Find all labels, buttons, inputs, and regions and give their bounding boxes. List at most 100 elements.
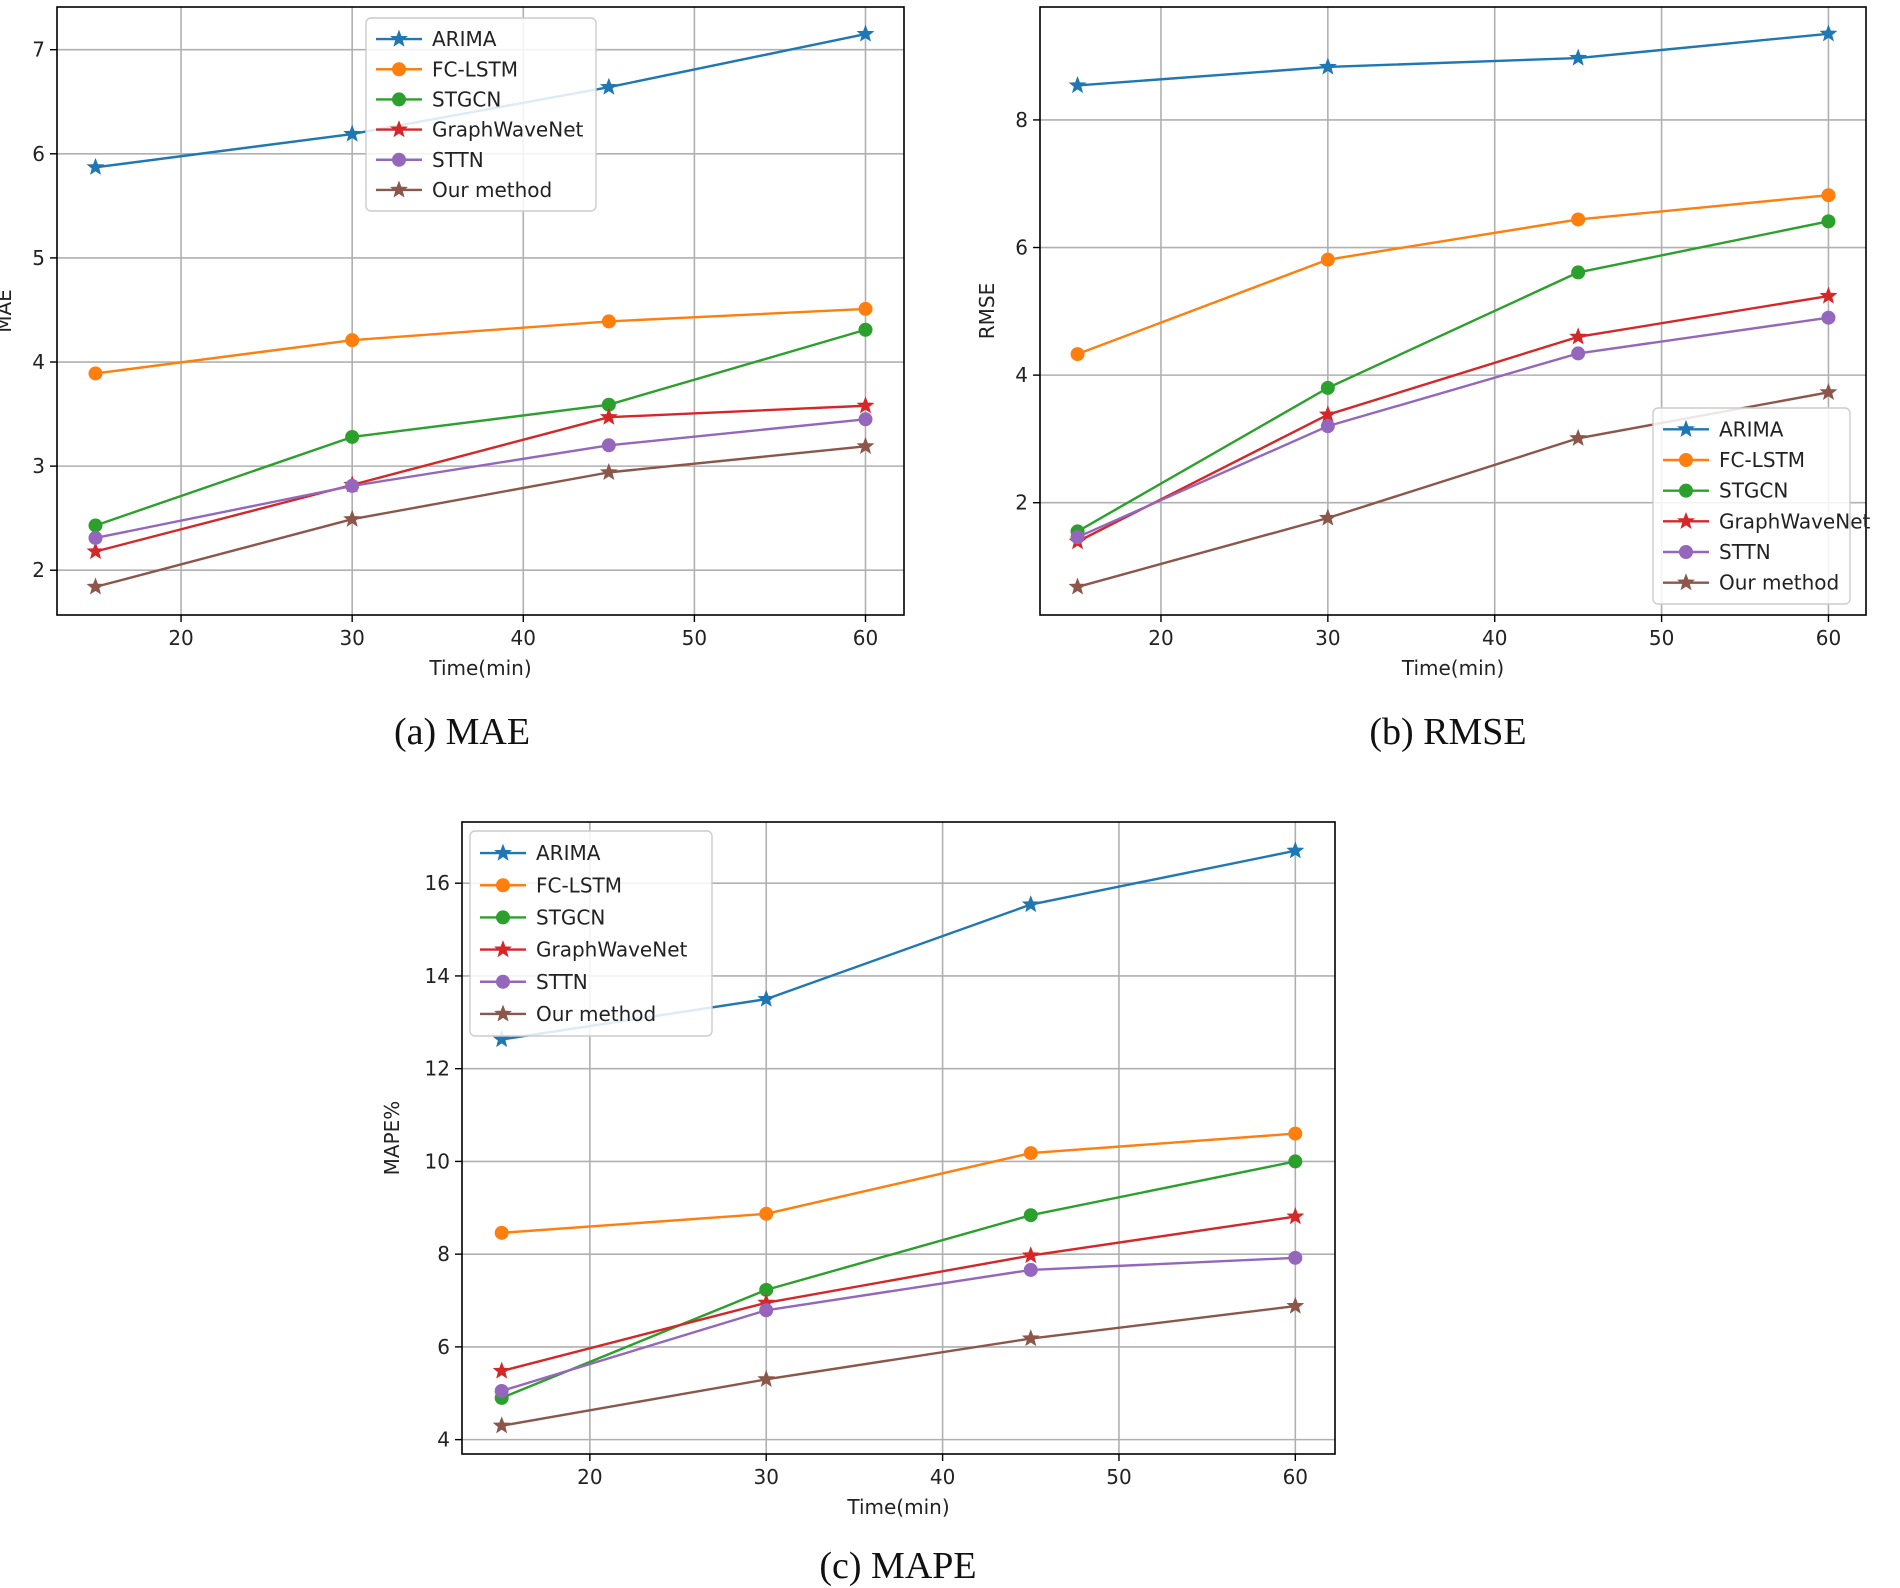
series-sttn — [1070, 310, 1836, 545]
y-tick-label: 6 — [1015, 236, 1028, 260]
legend-marker-circle-icon — [392, 92, 406, 107]
x-tick-label: 20 — [1148, 626, 1173, 650]
legend-item-arima: ARIMA — [1663, 417, 1784, 441]
y-tick-label: 6 — [437, 1335, 450, 1359]
data-point — [1286, 841, 1305, 859]
y-tick-label: 12 — [425, 1057, 450, 1081]
data-point — [858, 412, 873, 427]
legend-label: Our method — [536, 1002, 656, 1026]
legend-marker-star-icon — [1677, 511, 1695, 529]
legend-item-our-method: Our method — [1663, 571, 1839, 595]
x-axis-label: Time(min) — [846, 1495, 949, 1519]
y-axis: 4 6 8 10 12 14 16 — [425, 871, 462, 1452]
series-line-sttn — [95, 418, 866, 540]
legend-label: ARIMA — [536, 841, 601, 865]
data-point — [599, 462, 618, 480]
legend-item-graphwavenet: GraphWaveNet — [480, 938, 688, 962]
data-point — [86, 542, 105, 560]
data-point — [1569, 327, 1588, 345]
legend-label: Our method — [432, 178, 552, 202]
y-tick-label: 4 — [32, 350, 45, 374]
y-axis: 2 4 6 8 — [1015, 108, 1040, 515]
legend-marker-star-icon — [390, 120, 408, 138]
data-point — [856, 436, 875, 454]
series-line-our-method — [95, 445, 866, 589]
data-point — [858, 301, 873, 316]
series-line-fc-lstm — [501, 1132, 1296, 1235]
series-fc-lstm — [1070, 188, 1836, 362]
legend-label: STGCN — [1719, 479, 1788, 503]
data-point — [494, 1225, 509, 1240]
data-point — [1318, 405, 1337, 423]
legend-marker-star-icon — [494, 1004, 512, 1022]
legend-label: Our method — [1719, 571, 1839, 595]
data-point — [759, 1303, 774, 1318]
legend-label: STTN — [536, 970, 588, 994]
data-point — [1286, 1207, 1305, 1225]
x-tick-label: 40 — [930, 1465, 955, 1489]
x-tick-label: 50 — [682, 626, 707, 650]
series-group — [492, 841, 1305, 1434]
data-point — [1068, 577, 1087, 595]
y-tick-label: 7 — [32, 38, 45, 62]
legend-marker-star-icon — [494, 940, 512, 958]
legend-item-our-method: Our method — [376, 178, 552, 202]
chart-panel-2: 20 30 40 50 60 2 4 6 8 Time(min) RMSE ARIMA FC-LSTM S… — [975, 6, 1871, 753]
data-point — [86, 577, 105, 595]
legend-item-fc-lstm: FC-LSTM — [1663, 448, 1805, 472]
legend: ARIMA FC-LSTM STGCN GraphWaveNet STTN Our met… — [469, 830, 713, 1037]
data-point — [759, 1206, 774, 1221]
x-tick-label: 60 — [1283, 1465, 1308, 1489]
x-tick-label: 30 — [1315, 626, 1340, 650]
data-point — [343, 124, 362, 142]
x-tick-label: 40 — [511, 626, 536, 650]
data-point — [1320, 419, 1335, 434]
series-line-sttn — [1077, 316, 1829, 539]
data-point — [86, 157, 105, 175]
legend-label: ARIMA — [1719, 417, 1784, 441]
legend-item-arima: ARIMA — [480, 841, 601, 865]
chart-panel-3: 20 30 40 50 60 4 6 8 10 12 14 16 Time(min) MAPE% ARIMA… — [380, 821, 1336, 1587]
y-axis-label: RMSE — [975, 283, 999, 339]
chart-panel-1: 20 30 40 50 60 2 3 4 5 6 7 Time(min) MAE ARIMA FC-LSTM… — [0, 6, 905, 753]
legend: ARIMA FC-LSTM STGCN GraphWaveNet STTN Our met… — [1652, 407, 1871, 605]
series-our-method — [86, 436, 875, 595]
data-point — [88, 530, 103, 545]
data-point — [1571, 265, 1586, 280]
data-point — [1023, 1208, 1038, 1223]
legend-marker-star-icon — [1677, 573, 1695, 591]
y-axis: 2 3 4 5 6 7 — [32, 38, 57, 582]
series-graphwavenet — [492, 1207, 1305, 1379]
data-point — [1819, 286, 1838, 304]
data-point — [492, 1416, 511, 1434]
x-axis: 20 30 40 50 60 — [577, 1454, 1308, 1489]
y-tick-label: 8 — [437, 1242, 450, 1266]
legend-label: FC-LSTM — [536, 873, 622, 897]
legend-marker-circle-icon — [1679, 545, 1693, 559]
series-stgcn — [88, 322, 873, 533]
legend-box — [469, 830, 713, 1037]
legend-label: GraphWaveNet — [432, 118, 584, 142]
legend-marker-circle-icon — [392, 62, 406, 77]
series-line-fc-lstm — [1077, 194, 1829, 356]
data-point — [1288, 1250, 1303, 1265]
data-point — [858, 322, 873, 337]
figure-caption: (c) MAPE — [819, 1545, 976, 1587]
chart-panels: 20 30 40 50 60 2 3 4 5 6 7 Time(min) MAE ARIMA FC-LSTM… — [0, 6, 1871, 1587]
series-line-sttn — [501, 1256, 1296, 1393]
data-point — [494, 1383, 509, 1398]
series-group — [86, 24, 875, 595]
y-axis-label: MAE — [0, 289, 16, 333]
legend-item-our-method: Our method — [480, 1002, 656, 1026]
y-tick-label: 10 — [425, 1149, 450, 1173]
series-fc-lstm — [88, 301, 873, 381]
legend-item-graphwavenet: GraphWaveNet — [376, 118, 584, 142]
series-line-stgcn — [501, 1160, 1296, 1400]
y-tick-label: 8 — [1015, 108, 1028, 132]
data-point — [345, 478, 360, 493]
data-point — [1571, 212, 1586, 227]
series-fc-lstm — [494, 1126, 1303, 1240]
legend-marker-circle-icon — [1679, 483, 1693, 498]
data-point — [601, 438, 616, 453]
x-tick-label: 20 — [168, 626, 193, 650]
